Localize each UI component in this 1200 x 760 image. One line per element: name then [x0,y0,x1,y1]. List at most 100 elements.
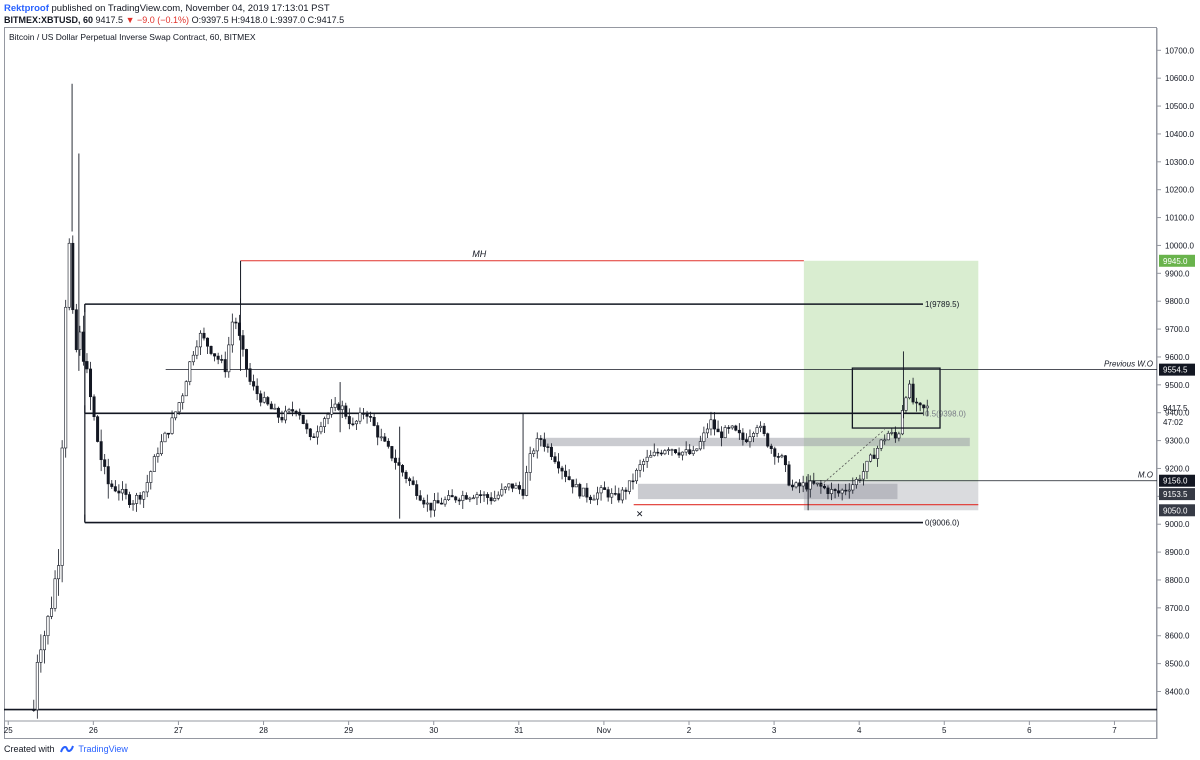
y-tick-label: 9200.0 [1165,464,1190,473]
candle-body [259,393,263,403]
symbol-label: BITMEX:XBTUSD, 60 [4,15,94,25]
publication-header: Rektproof published on TradingView.com, … [4,3,330,14]
candle-body [872,454,876,459]
candle-body [851,484,855,491]
candle-body [457,499,461,502]
candle-body [131,503,135,506]
candle-body [74,309,78,350]
candle-body [354,420,358,425]
candle-body [358,412,362,422]
candle-body [869,454,873,462]
candle-body [245,349,249,369]
candle-body [599,487,603,494]
candle-body [333,403,337,408]
candle-body [808,480,812,490]
candle-body [890,432,894,434]
candle-body [390,446,394,459]
ohlc-values: O:9397.5 H:9418.0 L:9397.0 C:9417.5 [191,15,345,25]
candle-body [776,456,780,458]
candle-body [411,480,415,485]
x-tick-label: 29 [344,726,353,735]
candle-body [60,447,64,566]
candle-body [897,433,901,439]
candle-body [489,497,493,502]
y-tick-label: 8500.0 [1165,660,1190,669]
candle-body [822,485,826,489]
candle-body [638,464,642,471]
candle-body [514,485,518,489]
candle-body [50,608,54,617]
candle-body [276,407,280,418]
candle-body [674,449,678,454]
candle-body [152,456,156,472]
candle-body [167,432,171,435]
candle-body [42,635,46,651]
candle-body [510,483,514,489]
tradingview-brand[interactable]: TradingView [78,744,128,754]
candle-body [709,419,713,430]
candle-body [252,381,256,387]
x-tick-label: 31 [514,726,523,735]
candle-body [723,427,727,439]
candle-body [401,465,405,473]
candle-body [759,425,763,428]
y-tick-label: 10600.0 [1165,74,1194,83]
y-tick-label: 9000.0 [1165,520,1190,529]
candle-body [248,368,252,382]
candle-body [206,337,210,347]
highlight-box [851,367,941,429]
candle-body [603,487,607,490]
candle-body [826,487,830,494]
candle-body [298,411,302,416]
candle-body [67,242,71,308]
candle-body [362,412,366,415]
candle-body [620,489,624,501]
candle-body [142,491,146,500]
candle-body [284,410,288,421]
candle-body [904,397,908,411]
candle-body [266,397,270,405]
candle-body [549,446,553,457]
candle-body [255,385,259,395]
candle-body [922,404,926,409]
candle-body [507,483,511,488]
mh-label: MH [472,249,486,259]
candle-body [418,495,422,501]
candle-body [596,492,600,500]
candle-body [695,448,699,451]
candle-body [269,403,273,410]
candle-body [666,449,670,452]
x-tick-label: 7 [1112,726,1117,735]
y-tick-label: 10200.0 [1165,186,1194,195]
candle-body [670,449,674,451]
candle-body [312,436,316,438]
y-tick-label: 9400.0 [1165,409,1190,418]
candle-body [291,409,295,412]
candle-body [606,489,610,498]
candle-body [209,345,213,354]
cross-mark: ✕ [636,509,644,519]
candle-body [847,489,851,492]
y-tick-label: 8900.0 [1165,548,1190,557]
candle-body [588,496,592,501]
candle-body [713,419,717,430]
candle-body [688,449,692,455]
candle-body [177,402,181,413]
price-change: −9.0 (−0.1%) [137,15,190,25]
candle-body [471,497,475,500]
level-label: Previous W.O [1104,360,1153,369]
candle-body [798,482,802,487]
candle-body [883,439,887,442]
candle-body [805,482,809,490]
candle-body [227,344,231,373]
candle-body [117,490,121,494]
candle-body [81,331,85,362]
candle-body [450,495,454,498]
down-arrow-icon: ▼ [125,15,135,25]
candle-body [71,242,75,311]
candle-body [262,397,266,403]
author-name[interactable]: Rektproof [4,3,49,14]
tradingview-logo-icon [60,744,74,756]
published-info: published on TradingView.com, November 0… [51,3,330,14]
